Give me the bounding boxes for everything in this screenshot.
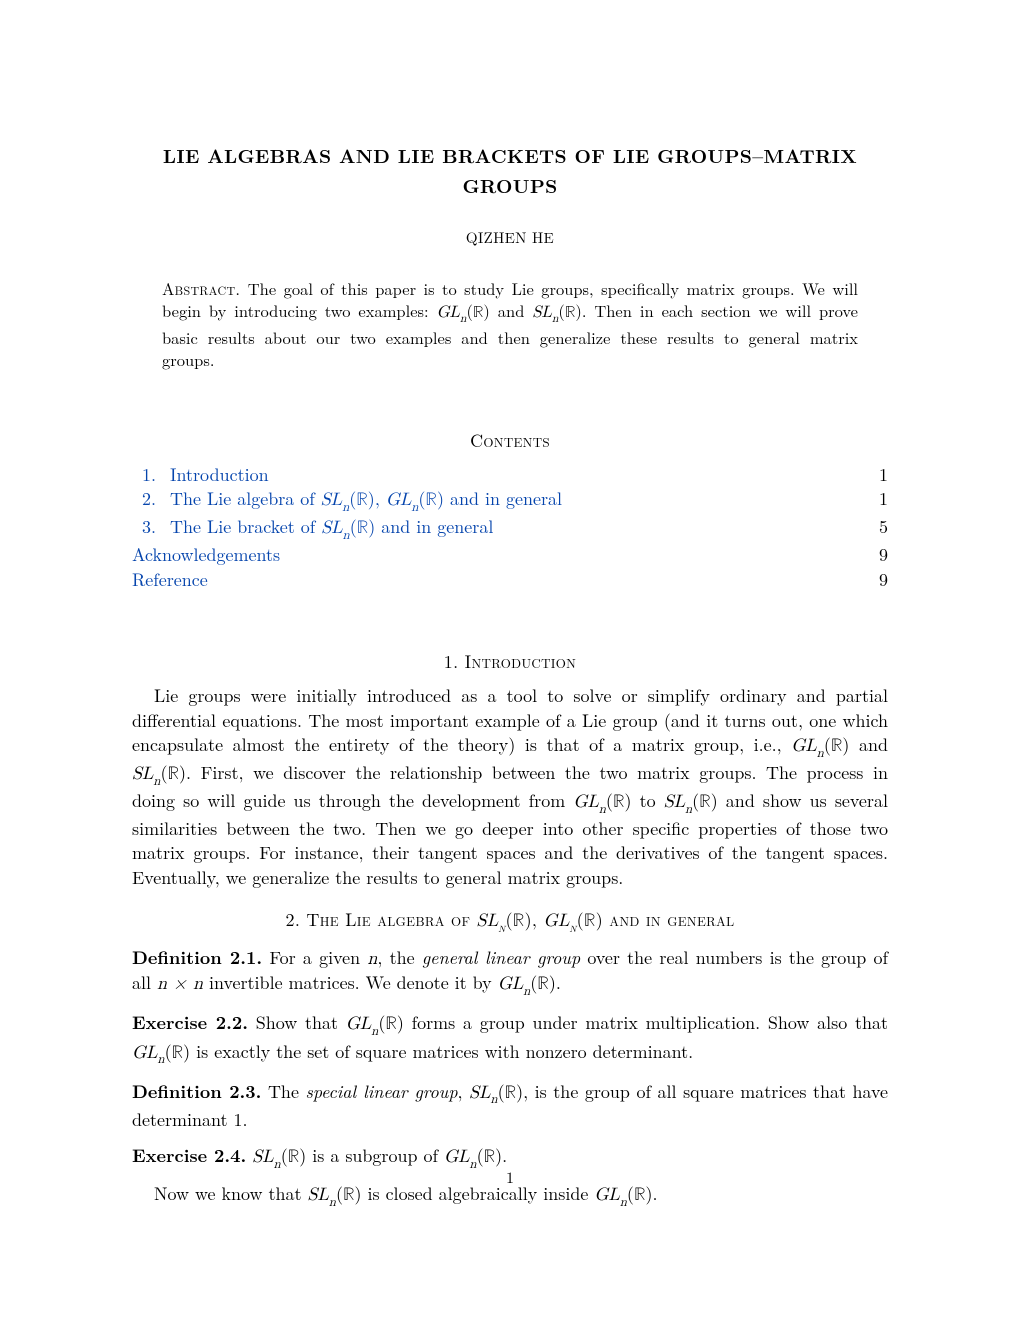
paper-title-line2: GROUPS — [132, 173, 888, 199]
toc-entry-label[interactable]: Acknowledgements — [132, 543, 280, 567]
math-gln: GLn — [437, 305, 467, 321]
paper-title-line1: LIE ALGEBRAS AND LIE BRACKETS OF LIE GRO… — [132, 143, 888, 169]
definition-label: Definition 2.3. — [132, 1079, 261, 1104]
abstract-block: Abstract. The goal of this paper is to s… — [162, 277, 858, 371]
toc-entry-page: 9 — [879, 568, 888, 592]
toc-entry-label[interactable]: Reference — [132, 568, 208, 592]
definition-2-1: Definition 2.1. For a given n, the gener… — [132, 946, 888, 999]
definition-label: Definition 2.1. — [132, 945, 262, 970]
toc-entry-label[interactable]: Introduction — [170, 463, 269, 487]
section-1-heading: 1. Introduction — [132, 650, 888, 674]
author-name: QIZHEN HE — [132, 228, 888, 248]
definition-2-3: Definition 2.3. The special linear group… — [132, 1080, 888, 1132]
toc-row: 1. Introduction 1 — [132, 463, 888, 487]
page-number: 1 — [0, 1165, 1020, 1188]
page-container: LIE ALGEBRAS AND LIE BRACKETS OF LIE GRO… — [0, 0, 1020, 1250]
toc-entry-page: 1 — [879, 463, 888, 487]
toc-entry-page: 9 — [879, 543, 888, 567]
intro-paragraph: Lie groups were initially introduced as … — [132, 684, 888, 890]
toc-row: Acknowledgements 9 — [132, 543, 888, 567]
abstract-text-2: and — [490, 298, 532, 322]
abstract-label: Abstract. — [162, 276, 240, 300]
toc-entry-page: 1 — [879, 487, 888, 511]
exercise-label: Exercise 2.2. — [132, 1010, 248, 1035]
toc-row: 3. The Lie bracket of SLn(ℝ) and in gene… — [132, 515, 888, 543]
toc-entry-page: 5 — [879, 515, 888, 539]
toc-entry-label[interactable]: The Lie algebra of SLn(ℝ), GLn(ℝ) and in… — [170, 487, 562, 515]
toc-entry-number[interactable]: 2. — [132, 487, 156, 515]
contents-heading: Contents — [132, 429, 888, 453]
toc-row: 2. The Lie algebra of SLn(ℝ), GLn(ℝ) and… — [132, 487, 888, 515]
exercise-2-2: Exercise 2.2. Show that GLn(ℝ) forms a g… — [132, 1011, 888, 1067]
toc-row: Reference 9 — [132, 568, 888, 592]
section-2-heading: 2. The Lie algebra of SLn(ℝ), GLn(ℝ) and… — [132, 908, 888, 936]
toc-entry-label[interactable]: The Lie bracket of SLn(ℝ) and in general — [170, 515, 493, 543]
toc-entry-number[interactable]: 1. — [132, 463, 156, 487]
table-of-contents: 1. Introduction 1 2. The Lie algebra of … — [132, 463, 888, 592]
toc-entry-number[interactable]: 3. — [132, 515, 156, 543]
math-sln: SLn — [532, 305, 558, 321]
